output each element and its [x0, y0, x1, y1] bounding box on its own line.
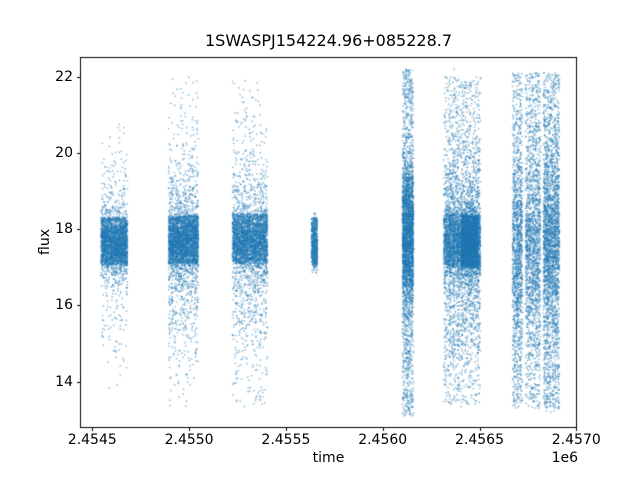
x-tick-label: 2.4545: [67, 432, 117, 448]
chart-title: 1SWASPJ154224.96+085228.7: [204, 31, 453, 50]
x-axis-label: time: [312, 450, 345, 466]
y-tick-label: 16: [55, 297, 73, 314]
x-axis-offset-label: 1e6: [551, 450, 578, 466]
x-tick-label: 2.4565: [455, 432, 504, 448]
y-tick-label: 18: [55, 221, 73, 238]
x-tick-label: 2.4570: [551, 432, 601, 448]
x-tick-label: 2.4560: [358, 432, 408, 448]
x-tick-label: 2.4550: [164, 432, 214, 448]
y-tick-label: 22: [55, 68, 73, 85]
y-tick-label: 14: [55, 373, 73, 390]
y-tick-label: 20: [55, 144, 73, 161]
x-tick-label: 2.4555: [261, 432, 311, 448]
